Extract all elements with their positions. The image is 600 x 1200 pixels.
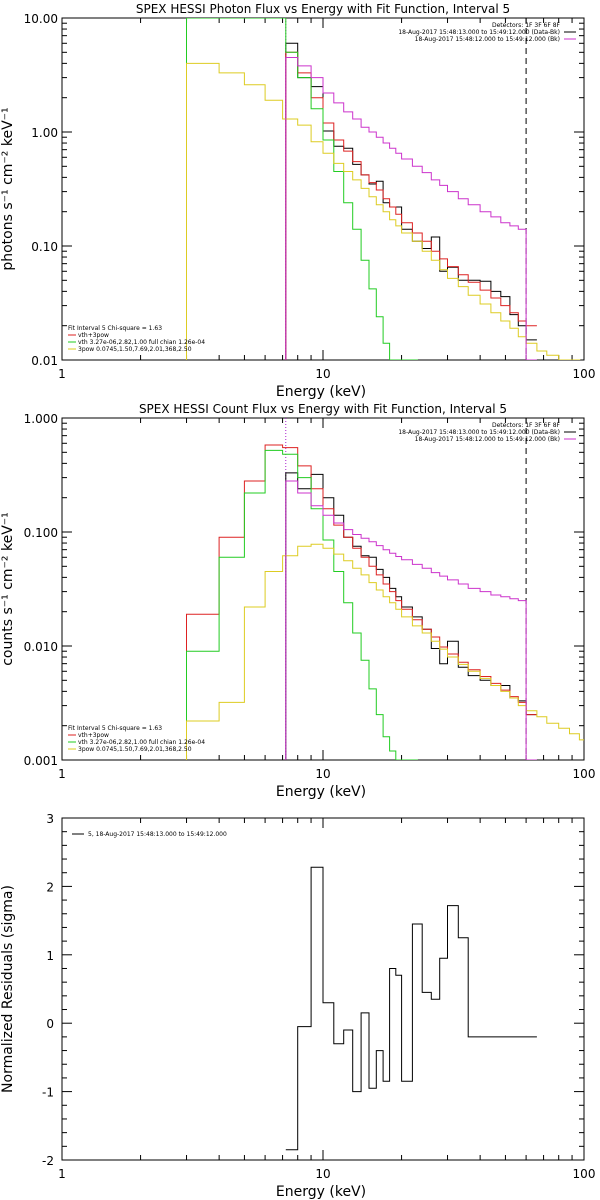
panel-2: 1 10 100 0.001 0.010 0.100 1.000 SPEX HESSI Cou… (0, 402, 595, 800)
series-line-3 (186, 62, 581, 360)
series-line-4 (285, 57, 537, 360)
y-tick-label: 1 (46, 949, 54, 963)
legend-top-label: 18-Aug-2017 15:48:13.000 to 15:49:12.000… (398, 29, 560, 36)
x-tick-label: 10 (315, 367, 330, 381)
series-line-1 (186, 444, 537, 760)
chart-title: SPEX HESSI Photon Flux vs Energy with Fi… (136, 2, 510, 16)
legend-bottom-label: 3pow 0.0745,1.50,7.69,2.01,368,2.50 (78, 346, 192, 353)
series-group (186, 444, 584, 760)
legend-bottom-label: vth 3.27e-06,2.82,1.00 full chian 1.26e-… (78, 739, 205, 746)
x-tick-label: 100 (573, 767, 596, 781)
y-tick-label: -1 (42, 1086, 54, 1100)
y-tick-label: 0.01 (31, 354, 58, 368)
legend-top-label: Detectors: 1F 3F 6F 8F (492, 422, 561, 429)
legend-bottom-label: vth 3.27e-06,2.82,1.00 full chian 1.26e-… (78, 339, 205, 346)
x-axis-label: Energy (keV) (276, 1184, 366, 1200)
y-axis-label: photons s⁻¹ cm⁻² keV⁻¹ (0, 107, 16, 270)
x-tick-label: 1 (58, 1167, 66, 1181)
x-tick-label: 1 (58, 767, 66, 781)
legend-bottom-label: Fit Interval 5 Chi-square = 1.63 (68, 325, 162, 332)
plot-frame (61, 17, 585, 361)
y-tick-label: 2 (46, 880, 54, 894)
series-line-2 (186, 18, 418, 360)
y-tick-label: 0 (46, 1017, 54, 1031)
series-line-1 (285, 51, 537, 360)
x-tick-label: 100 (573, 1167, 596, 1181)
x-tick-label: 10 (315, 1167, 330, 1181)
y-tick-label: 10.00 (24, 12, 58, 26)
y-axis-label: Normalized Residuals (sigma) (0, 885, 16, 1093)
series-line-3 (186, 543, 584, 760)
y-tick-label: -2 (42, 1154, 54, 1168)
legend-bottom-label: Fit Interval 5 Chi-square = 1.63 (68, 725, 162, 732)
series-line-2 (186, 449, 418, 760)
y-tick-label: 0.10 (31, 240, 58, 254)
x-axis-label: Energy (keV) (276, 784, 366, 800)
series-line-0 (285, 866, 537, 1151)
legend-top-label: 18-Aug-2017 15:48:12.000 to 15:49:12.000… (415, 436, 560, 443)
y-tick-label: 0.100 (24, 526, 58, 540)
y-tick-label: 1.00 (31, 126, 58, 140)
plot-frame (61, 417, 585, 761)
y-tick-label: 0.001 (24, 754, 58, 768)
legend-top-label: 18-Aug-2017 15:48:12.000 to 15:49:12.000… (415, 36, 560, 43)
series-line-4 (285, 480, 537, 760)
x-tick-label: 10 (315, 767, 330, 781)
chart-title: SPEX HESSI Count Flux vs Energy with Fit… (139, 402, 507, 416)
x-tick-label: 1 (58, 367, 66, 381)
series-group (186, 18, 581, 360)
panel-1: 1 10 100 0.01 0.10 1.00 10.00 SPEX HESSI Photon… (0, 2, 595, 400)
legend-bottom-label: vth+3pow (78, 732, 109, 739)
y-axis-label: counts s⁻¹ cm⁻² keV⁻¹ (0, 512, 16, 666)
legend-bottom-label: 3pow 0.0745,1.50,7.69,2.01,368,2.50 (78, 746, 192, 753)
series-group (285, 866, 537, 1151)
panel-3: 1 10 100 -2 -1 0 1 2 3 Energy (keV) Normalized Res… (0, 812, 595, 1200)
y-tick-label: 0.010 (24, 640, 58, 654)
legend-top-label: 5, 18-Aug-2017 15:48:13.000 to 15:49:12.… (88, 831, 227, 838)
y-tick-label: 1.000 (24, 412, 58, 426)
x-tick-label: 100 (573, 367, 596, 381)
x-axis-label: Energy (keV) (276, 384, 366, 400)
y-tick-label: 3 (46, 812, 54, 826)
legend-top-label: 18-Aug-2017 15:48:13.000 to 15:49:12.000… (398, 429, 560, 436)
legend-bottom-label: vth+3pow (78, 332, 109, 339)
legend-top-label: Detectors: 1F 3F 6F 8F (492, 22, 561, 29)
